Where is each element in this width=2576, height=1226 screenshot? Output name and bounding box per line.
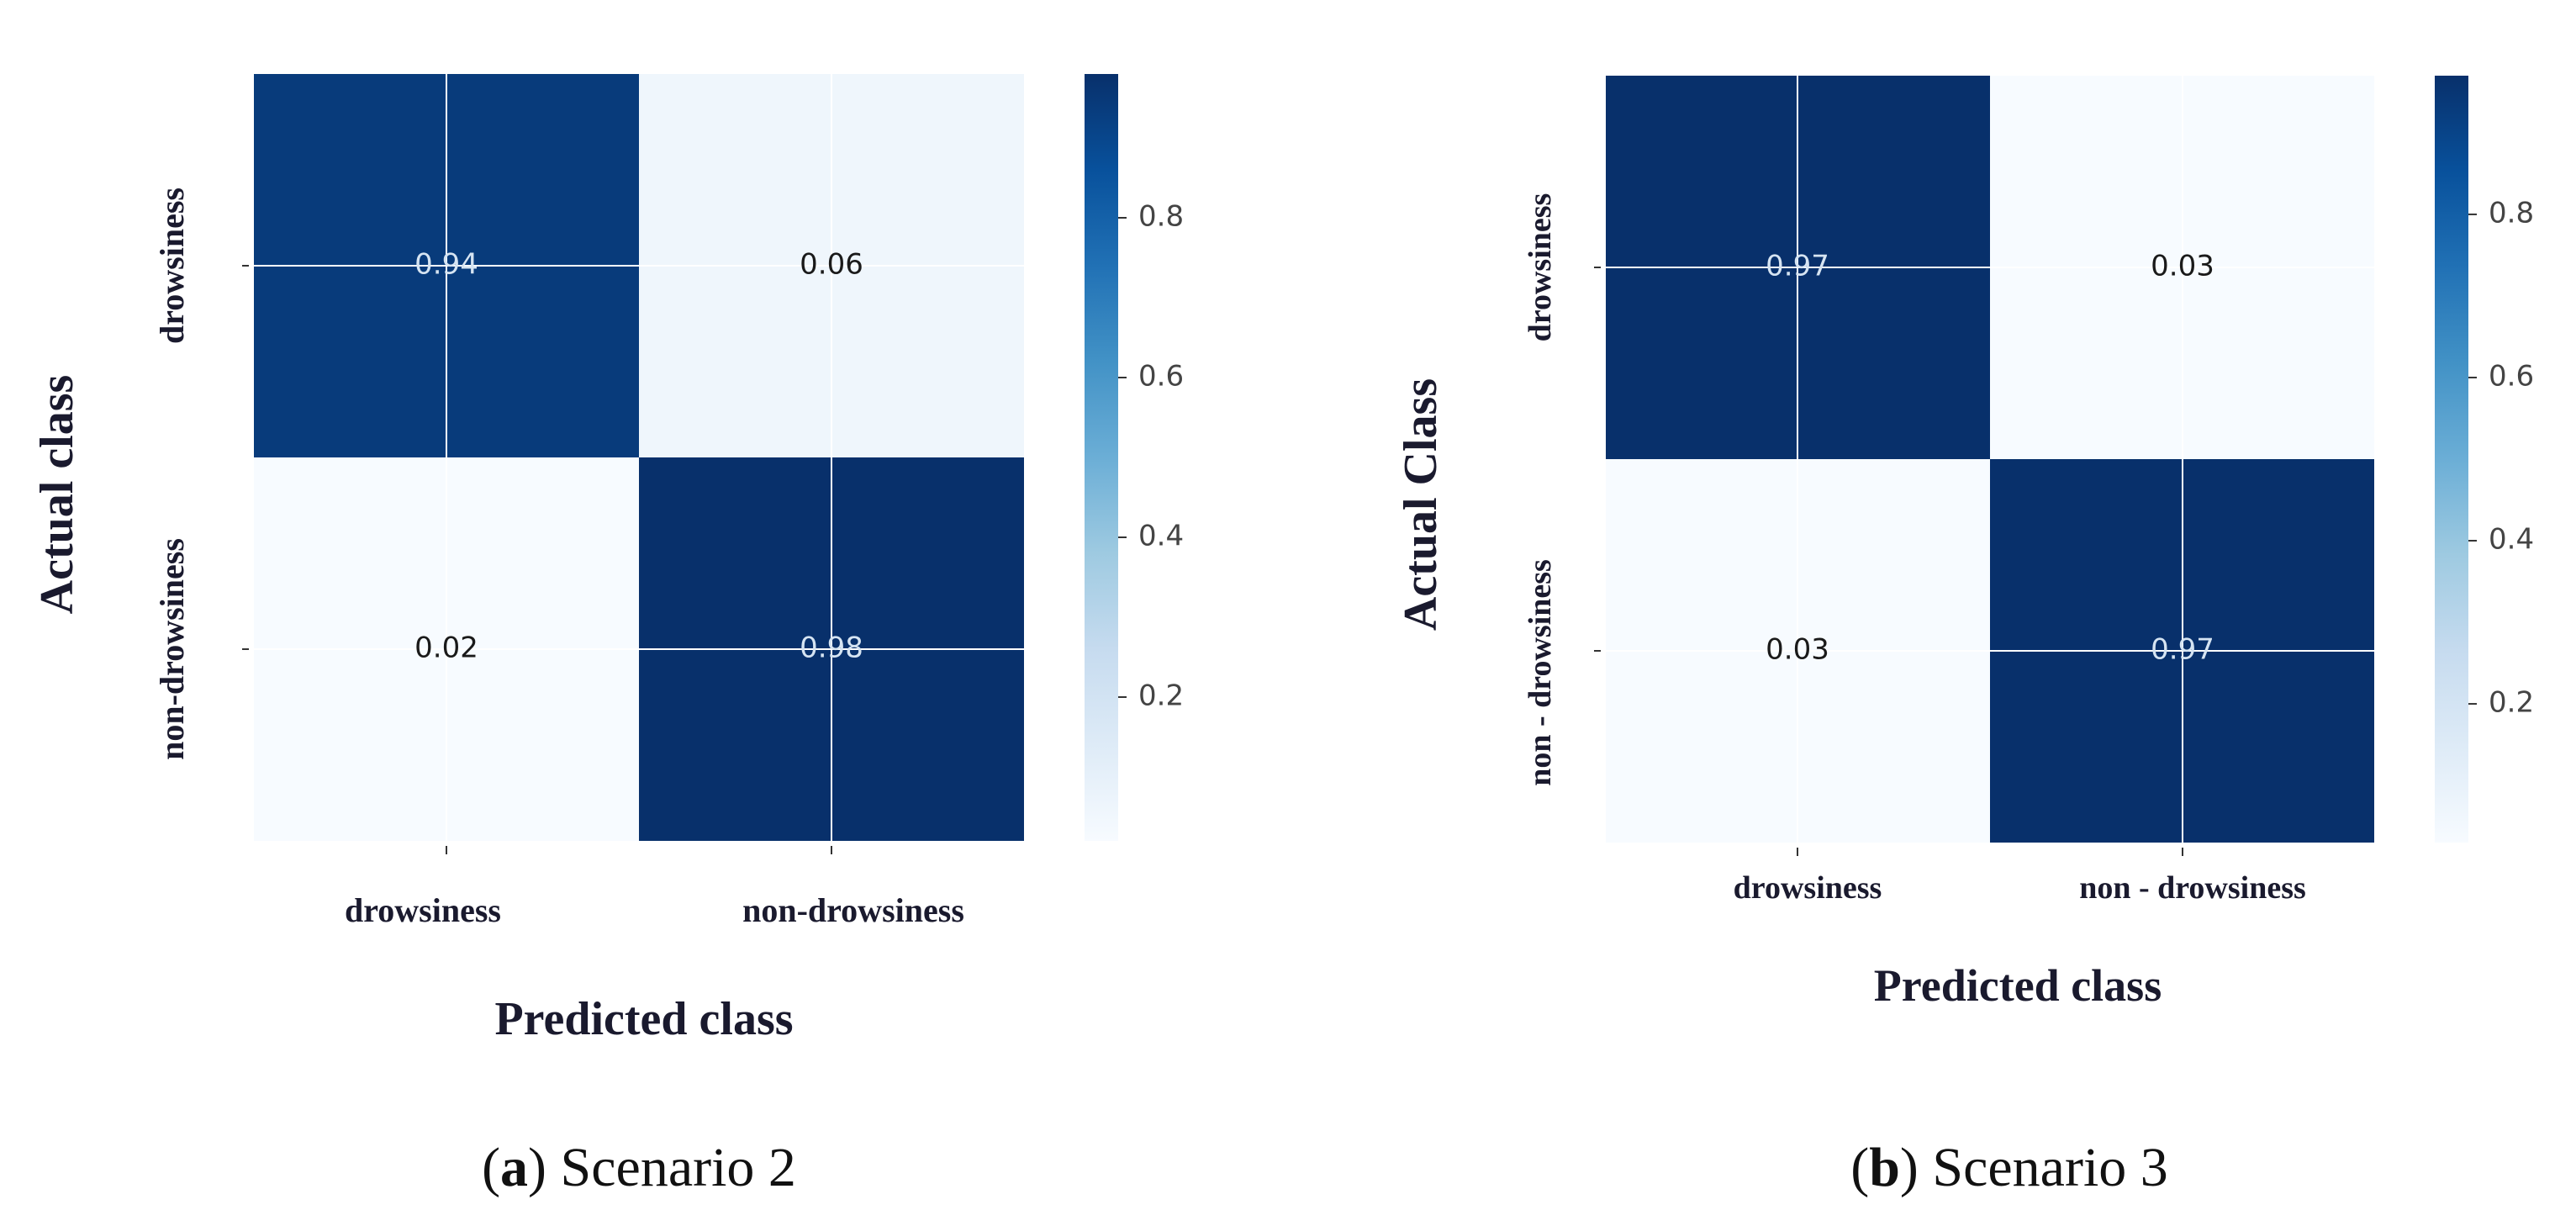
value-label-b-0-0: 0.97 [1766, 250, 1829, 283]
caption-b-letter: b [1869, 1137, 1900, 1198]
colorbar-a: 0.2 0.4 0.6 0.8 [1085, 74, 1184, 841]
ytick-label-a-0: drowsiness [153, 188, 191, 344]
caption-a-text: ) Scenario 2 [528, 1137, 796, 1198]
heatmap-a-cells [254, 74, 1024, 841]
y-axis-title-a: Actual class [31, 375, 83, 615]
caption-a-letter: a [500, 1137, 528, 1198]
value-label-b-1-0: 0.03 [1766, 633, 1829, 667]
value-label-b-0-1: 0.03 [2151, 250, 2214, 283]
xtick-label-b-0: drowsiness [1734, 870, 1882, 906]
heatmap-b-cells [1606, 76, 2374, 843]
value-label-a-1-1: 0.98 [800, 631, 863, 665]
xtick-label-a-1: non-drowsiness [742, 891, 964, 929]
value-label-b-1-1: 0.97 [2151, 633, 2214, 667]
colorbar-b-gradient [2435, 76, 2468, 843]
xtick-label-b-1: non - drowsiness [2079, 870, 2306, 906]
colorbar-b-tick-label-1: 0.4 [2489, 523, 2534, 557]
xtick-label-a-0: drowsiness [345, 891, 501, 929]
colorbar-a-tick-label-0: 0.2 [1138, 679, 1184, 713]
caption-b-paren: ( [1850, 1137, 1869, 1198]
colorbar-b-tick-label-3: 0.8 [2489, 196, 2534, 230]
colorbar-a-tick-label-2: 0.6 [1138, 360, 1184, 394]
ticks-b [1594, 267, 2183, 856]
heatmap-b-grid [1606, 76, 2374, 843]
ytick-label-b-1: non - drowsiness [1523, 559, 1558, 786]
y-axis-title-b: Actual Class [1395, 378, 1447, 631]
ytick-label-b-0: drowsiness [1523, 193, 1558, 342]
panel-a: 0.94 0.06 0.02 0.98 drowsiness non-drows… [31, 74, 1184, 1198]
caption-a-paren: ( [482, 1137, 500, 1198]
x-axis-title-b: Predicted class [1874, 960, 2162, 1011]
colorbar-a-gradient [1085, 74, 1118, 841]
colorbar-a-tick-label-1: 0.4 [1138, 520, 1184, 553]
colorbar-b: 0.2 0.4 0.6 0.8 [2435, 76, 2534, 843]
heatmap-a-grid [254, 74, 1024, 841]
ticks-a [242, 265, 832, 854]
value-label-a-0-0: 0.94 [414, 248, 478, 282]
colorbar-a-tick-label-3: 0.8 [1138, 200, 1184, 234]
ytick-label-a-1: non-drowsiness [153, 538, 191, 760]
value-label-a-1-0: 0.02 [414, 631, 478, 665]
panel-b: 0.97 0.03 0.03 0.97 drowsiness non - dro… [1395, 76, 2534, 1198]
caption-b-text: ) Scenario 3 [1900, 1137, 2168, 1198]
colorbar-b-tick-label-2: 0.6 [2489, 359, 2534, 393]
colorbar-b-tick-label-0: 0.2 [2489, 686, 2534, 720]
x-axis-title-a: Predicted class [494, 993, 793, 1045]
value-label-a-0-1: 0.06 [800, 248, 863, 282]
caption-a: (a) Scenario 2 [482, 1137, 796, 1198]
caption-b: (b) Scenario 3 [1850, 1137, 2168, 1198]
